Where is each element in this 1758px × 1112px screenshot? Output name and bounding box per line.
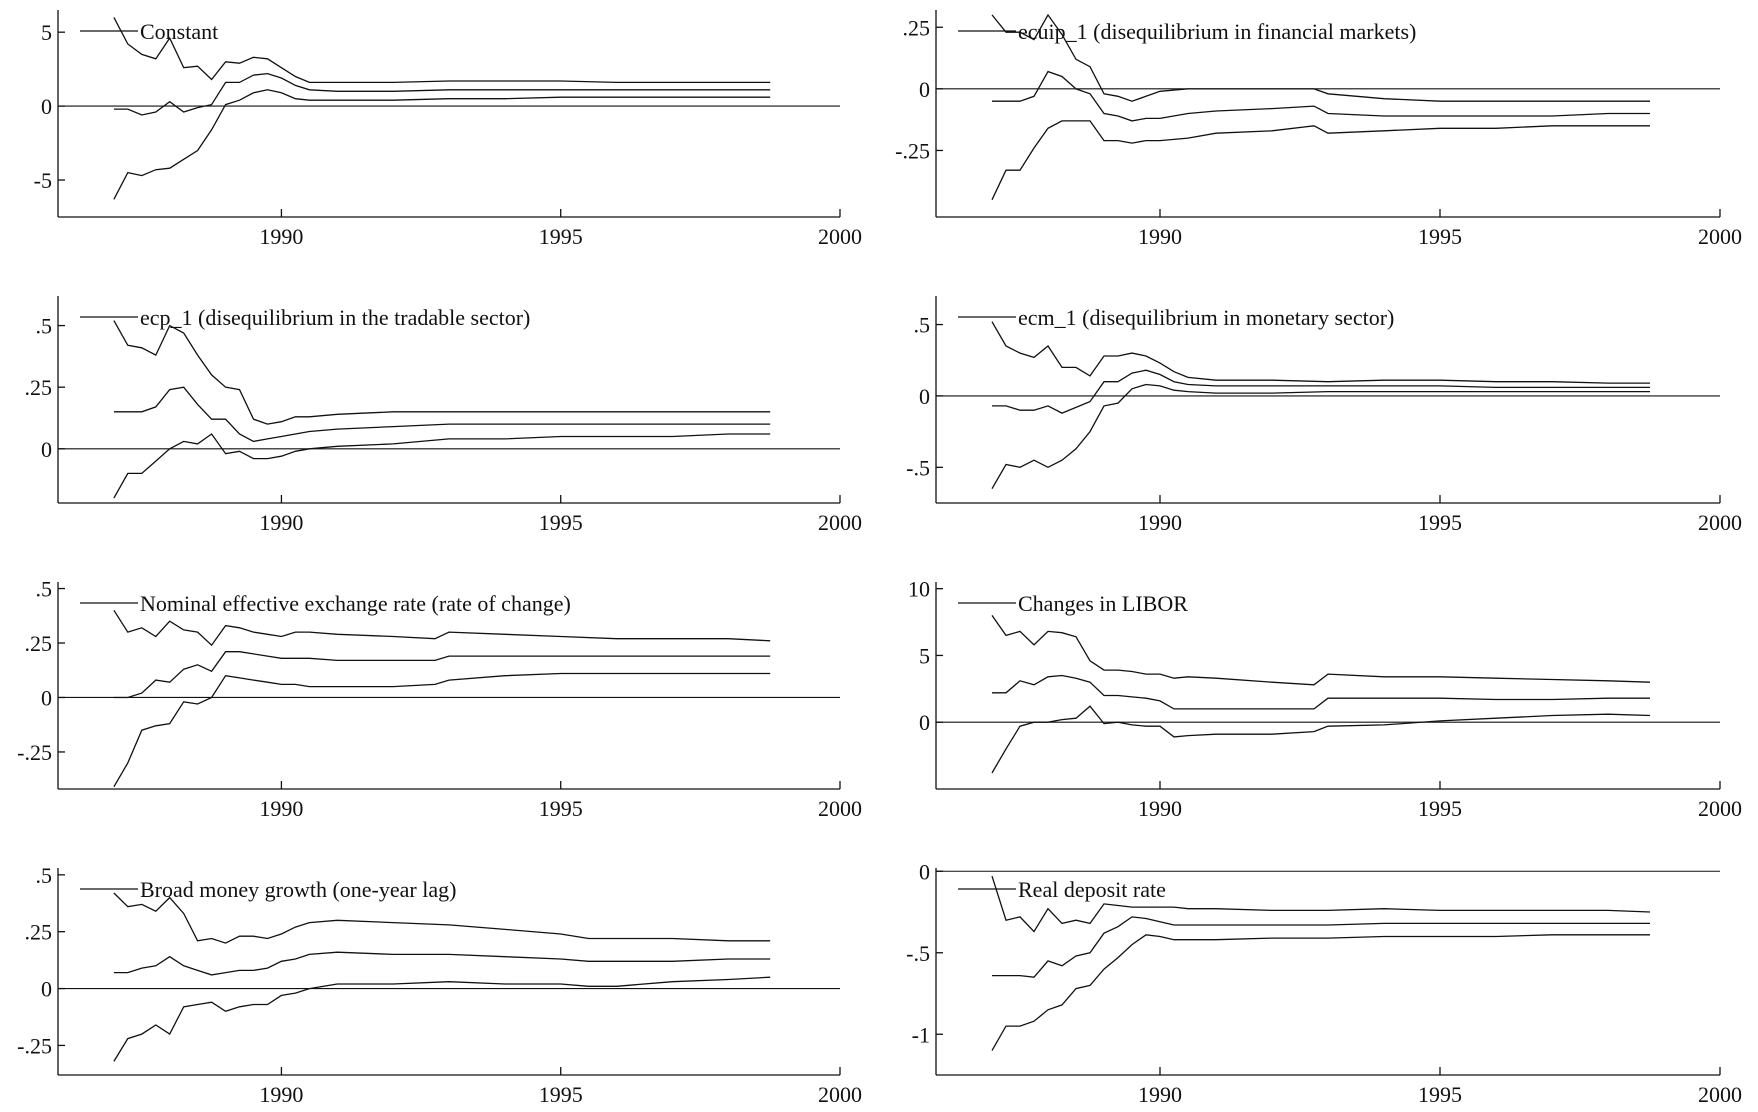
- x-tick-label: 1990: [259, 1082, 303, 1107]
- x-tick-label: 1995: [1418, 796, 1462, 821]
- x-tick-label: 2000: [1698, 1082, 1742, 1107]
- x-tick-label: 1995: [1418, 510, 1462, 535]
- y-tick-label: .5: [914, 313, 931, 338]
- y-tick-label: 0: [919, 710, 930, 735]
- y-tick-label: -.5: [906, 455, 930, 480]
- y-tick-label: 0: [919, 77, 930, 102]
- panel-ecm: .5 0 -.5 1990 1995 2000 ecm_1 (disequilibrium …: [906, 296, 1742, 535]
- x-tick-label: 1995: [539, 510, 583, 535]
- panel-title: Nominal effective exchange rate (rate of…: [140, 591, 571, 616]
- series-line-1: [991, 321, 1650, 384]
- series-line-3: [113, 976, 771, 1062]
- x-tick-label: 2000: [818, 510, 862, 535]
- y-tick-label: -.25: [17, 1033, 52, 1058]
- series-line-1: [113, 609, 771, 647]
- x-tick-label: 1990: [1138, 224, 1182, 249]
- series-line-2: [992, 70, 1650, 122]
- series-line-2: [113, 651, 771, 699]
- panel-title: Constant: [140, 19, 218, 44]
- series-line-1: [113, 892, 771, 944]
- y-tick-label: -.25: [895, 138, 930, 163]
- series-line-3: [991, 934, 1650, 1051]
- series-line-2: [113, 951, 771, 976]
- y-tick-label: .5: [36, 314, 53, 339]
- x-tick-label: 1990: [259, 224, 303, 249]
- panel-title: Changes in LIBOR: [1018, 591, 1188, 616]
- series-line-3: [113, 89, 771, 200]
- y-tick-label: -.5: [906, 941, 930, 966]
- panel-title: ecuip_1 (disequilibrium in financial mar…: [1018, 19, 1416, 44]
- panel-neer: .5 .25 0 -.25 1990 1995 2000 Nominal effective …: [17, 577, 862, 821]
- series-line-3: [991, 383, 1650, 490]
- panel-constant: 5 0 -5 1990 1995 2000 Constant: [34, 10, 862, 249]
- y-tick-label: -.25: [17, 740, 52, 765]
- series-line-1: [991, 13, 1650, 102]
- x-tick-label: 2000: [1698, 224, 1742, 249]
- panel-broad-money: .5 .25 0 -.25 1990 1995 2000 Broad money growth…: [17, 863, 862, 1107]
- x-tick-label: 1990: [1138, 510, 1182, 535]
- y-tick-label: .25: [25, 631, 53, 656]
- x-tick-label: 1995: [539, 796, 583, 821]
- y-tick-label: 0: [919, 384, 930, 409]
- series-line-2: [992, 369, 1650, 414]
- x-tick-label: 1995: [539, 224, 583, 249]
- y-tick-label: .25: [25, 920, 53, 945]
- series-line-2: [992, 674, 1650, 710]
- y-tick-label: -1: [912, 1022, 930, 1047]
- y-tick-label: .5: [36, 863, 53, 888]
- x-tick-label: 1990: [259, 510, 303, 535]
- x-tick-label: 1995: [1418, 224, 1462, 249]
- y-tick-label: .25: [903, 15, 931, 40]
- x-tick-label: 2000: [1698, 510, 1742, 535]
- panel-ecp: .5 .25 0 1990 1995 2000 ecp_1 (disequilibrium …: [25, 296, 862, 535]
- panel-title: ecp_1 (disequilibrium in the tradable se…: [140, 305, 530, 330]
- series-line-3: [113, 433, 771, 499]
- y-tick-label: 0: [41, 977, 52, 1002]
- x-tick-label: 1990: [259, 796, 303, 821]
- x-tick-label: 1995: [539, 1082, 583, 1107]
- series-line-1: [991, 875, 1651, 933]
- panel-real-deposit: 0 -.5 -1 1990 1995 2000 Real deposit rate: [906, 859, 1742, 1107]
- x-tick-label: 2000: [818, 224, 862, 249]
- panel-title: Real deposit rate: [1018, 877, 1166, 902]
- series-line-2: [992, 916, 1650, 978]
- series-line-1: [991, 615, 1651, 686]
- series-line-3: [991, 705, 1651, 774]
- y-tick-label: -5: [34, 168, 52, 193]
- y-tick-label: 5: [919, 643, 930, 668]
- y-tick-label: 0: [41, 685, 52, 710]
- panel-ecuip: .25 0 -.25 1990 1995 2000 ecuip_1 (disequilibr…: [895, 10, 1742, 249]
- x-tick-label: 2000: [818, 796, 862, 821]
- panel-title: ecm_1 (disequilibrium in monetary sector…: [1018, 305, 1394, 330]
- series-line-2: [113, 72, 771, 116]
- y-tick-label: 0: [41, 437, 52, 462]
- series-line-3: [991, 120, 1650, 201]
- y-tick-label: 5: [41, 20, 52, 45]
- series-line-1: [113, 17, 771, 84]
- panel-title: Broad money growth (one-year lag): [140, 877, 456, 902]
- y-tick-label: 10: [908, 577, 930, 602]
- y-tick-label: .5: [36, 577, 53, 602]
- panel-libor: 10 5 0 1990 1995 2000 Changes in LIBOR: [908, 577, 1742, 821]
- x-tick-label: 2000: [818, 1082, 862, 1107]
- series-line-3: [113, 672, 771, 788]
- y-tick-label: .25: [25, 375, 53, 400]
- y-tick-label: 0: [919, 859, 930, 884]
- x-tick-label: 2000: [1698, 796, 1742, 821]
- y-tick-label: 0: [41, 94, 52, 119]
- x-tick-label: 1990: [1138, 1082, 1182, 1107]
- series-line-2: [113, 386, 771, 443]
- series-line-1: [113, 320, 771, 425]
- x-tick-label: 1990: [1138, 796, 1182, 821]
- x-tick-label: 1995: [1418, 1082, 1462, 1107]
